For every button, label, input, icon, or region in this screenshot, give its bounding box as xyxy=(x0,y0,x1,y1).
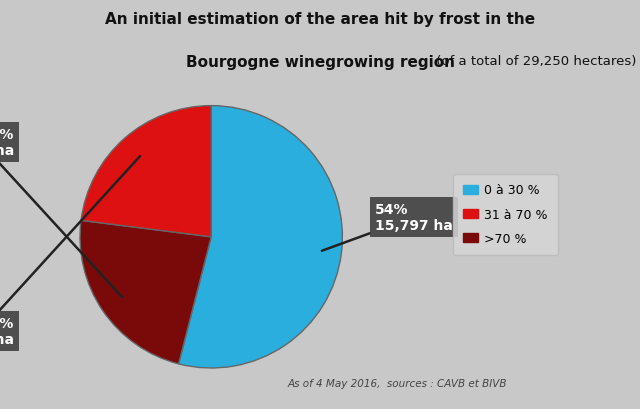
Text: 54%
15,797 ha: 54% 15,797 ha xyxy=(322,202,453,251)
Wedge shape xyxy=(80,221,211,364)
Text: 23%
6,669 ha: 23% 6,669 ha xyxy=(0,157,140,346)
Text: (of a total of 29,250 hectares): (of a total of 29,250 hectares) xyxy=(432,55,636,68)
Text: An initial estimation of the area hit by frost in the: An initial estimation of the area hit by… xyxy=(105,12,535,27)
Text: As of 4 May 2016,  sources : CAVB et BIVB: As of 4 May 2016, sources : CAVB et BIVB xyxy=(287,379,506,389)
Wedge shape xyxy=(81,106,211,237)
Wedge shape xyxy=(179,106,342,368)
Text: Bourgogne winegrowing region: Bourgogne winegrowing region xyxy=(186,55,454,70)
Legend: 0 à 30 %, 31 à 70 %, >70 %: 0 à 30 %, 31 à 70 %, >70 % xyxy=(453,174,558,255)
Text: 23%
6,784 ha: 23% 6,784 ha xyxy=(0,128,122,297)
